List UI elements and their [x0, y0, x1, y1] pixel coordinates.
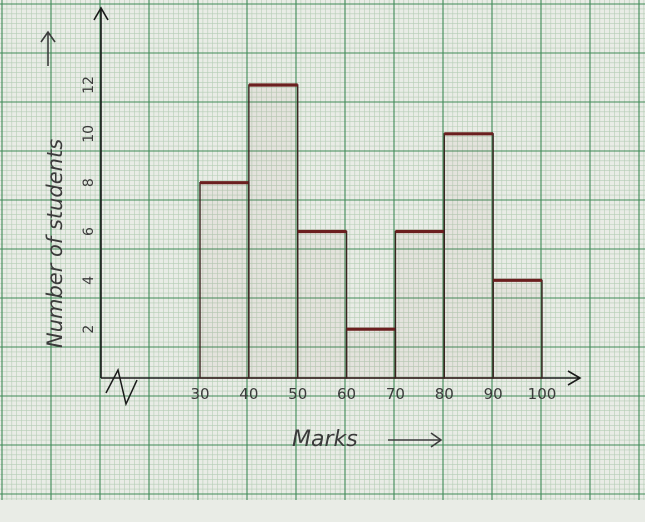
bar-outline: [199, 181, 250, 379]
bar-outline: [394, 230, 445, 379]
axis-break-icon: [105, 367, 138, 407]
x-tick-label: 100: [528, 385, 557, 403]
x-tick-label: 60: [337, 385, 356, 403]
bars: [199, 83, 543, 379]
histogram-bar: [248, 83, 299, 379]
y-tick-label: 10: [81, 125, 97, 143]
x-tick-label: 70: [386, 385, 405, 403]
y-tick-label: 12: [81, 76, 97, 94]
bar-outline: [248, 84, 299, 379]
x-tick-labels: 30 40 50 60 70 80 90 100: [190, 385, 556, 403]
y-axis-label: Number of students: [43, 139, 67, 348]
histogram-bar: [443, 132, 494, 379]
x-axis-arrow-icon: [567, 370, 582, 386]
y-label-arrow-icon: [40, 30, 56, 66]
x-tick-label: 50: [288, 385, 307, 403]
bar-outline: [297, 230, 348, 379]
histogram-bar: [199, 181, 250, 379]
x-label-arrow-icon: [388, 432, 443, 448]
histogram-bar: [345, 327, 397, 379]
histogram-bar: [394, 229, 445, 379]
y-tick-labels: 2 4 6 8 10 12: [81, 76, 97, 334]
bar-outline: [492, 279, 543, 379]
y-tick-label: 8: [81, 178, 97, 187]
x-tick-label: 40: [239, 385, 258, 403]
bar-outline: [345, 328, 397, 379]
y-tick-label: 4: [81, 276, 97, 285]
bar-outline: [443, 133, 494, 379]
histogram-bar: [492, 278, 543, 379]
y-tick-label: 6: [81, 227, 97, 236]
histogram-bar: [297, 229, 348, 379]
x-tick-label: 30: [190, 385, 209, 403]
x-tick-label: 90: [484, 385, 503, 403]
y-axis-arrow-icon: [93, 6, 109, 21]
x-tick-label: 80: [435, 385, 454, 403]
x-axis-label: Marks: [292, 427, 358, 452]
y-tick-label: 2: [81, 325, 97, 334]
